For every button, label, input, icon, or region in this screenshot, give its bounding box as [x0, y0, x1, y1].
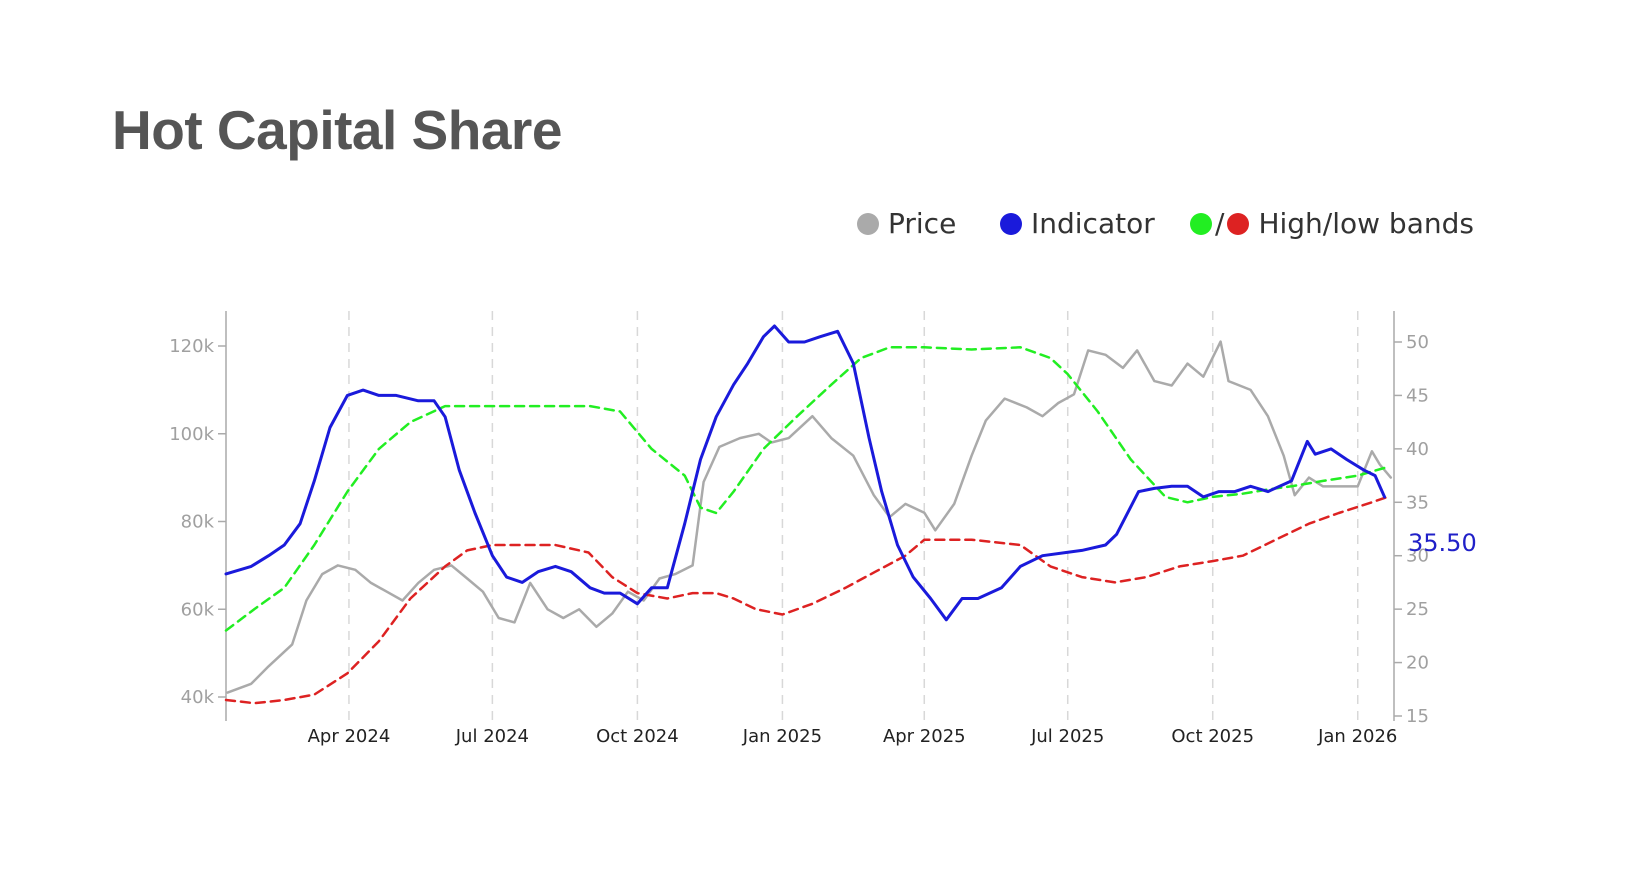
legend: Price Indicator / High/low bands: [0, 207, 1627, 247]
left-y-tick-label: 120k: [169, 336, 214, 357]
right-y-tick-label: 30: [1406, 546, 1429, 567]
indicator-series-line: [224, 324, 1386, 622]
high-band-legend-dot-icon: [1190, 212, 1212, 235]
x-tick-label: Oct 2024: [596, 726, 679, 747]
price-legend-dot-icon: [857, 212, 879, 235]
indicator-legend-dot-icon: [1000, 212, 1022, 235]
legend-item-price[interactable]: Price: [857, 207, 956, 240]
last-value-label: 35.50: [1408, 529, 1477, 557]
x-tick-label: Jul 2025: [1030, 726, 1104, 747]
x-tick-label: Apr 2024: [308, 726, 391, 747]
right-y-tick-label: 25: [1406, 599, 1429, 620]
axes: [218, 311, 1402, 721]
legend-label-bands: High/low bands: [1258, 207, 1474, 240]
price-series-line: [226, 340, 1393, 694]
legend-label-indicator: Indicator: [1031, 207, 1155, 240]
high-band-series-line: [224, 346, 1389, 632]
legend-item-bands[interactable]: / High/low bands: [1190, 207, 1474, 240]
x-tick-label: Jul 2024: [455, 726, 529, 747]
chart-labels: Apr 2024 Jul 2024 Oct 2024 Jan 2025 Apr 2025…: [169, 332, 1477, 747]
legend-item-indicator[interactable]: Indicator: [1000, 207, 1155, 240]
right-y-tick-label: 45: [1406, 385, 1429, 406]
chart-title: Hot Capital Share: [112, 99, 562, 161]
series-lines: [224, 324, 1393, 705]
legend-label-price: Price: [888, 207, 957, 240]
right-y-tick-label: 40: [1406, 439, 1429, 460]
right-y-tick-label: 35: [1406, 492, 1429, 513]
x-tick-label: Jan 2025: [742, 726, 822, 747]
legend-separator: /: [1215, 207, 1225, 240]
left-y-tick-label: 40k: [181, 687, 215, 708]
right-y-tick-label: 50: [1406, 332, 1429, 353]
left-y-tick-label: 100k: [169, 424, 214, 445]
x-tick-label: Jan 2026: [1317, 726, 1397, 747]
low-band-legend-dot-icon: [1227, 212, 1250, 235]
left-y-tick-label: 80k: [181, 512, 215, 533]
right-y-tick-label: 20: [1406, 653, 1429, 674]
left-y-tick-label: 60k: [181, 599, 215, 620]
low-band-series-line: [224, 495, 1389, 705]
x-tick-label: Apr 2025: [883, 726, 966, 747]
x-tick-label: Oct 2025: [1171, 726, 1254, 747]
right-y-tick-label: 15: [1406, 706, 1429, 727]
grid-lines: [348, 311, 1359, 721]
